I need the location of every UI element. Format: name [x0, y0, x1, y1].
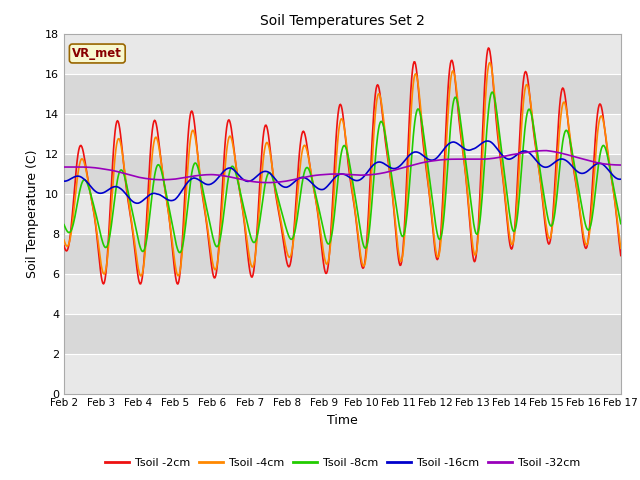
- Line: Tsoil -4cm: Tsoil -4cm: [64, 62, 621, 276]
- Tsoil -16cm: [411, 149, 419, 155]
- Tsoil -32cm: [411, 162, 419, 168]
- Tsoil -2cm: [214, 253, 222, 259]
- Bar: [64, 274, 621, 313]
- Line: Tsoil -32cm: Tsoil -32cm: [64, 151, 621, 182]
- Tsoil -8cm: [411, 119, 419, 125]
- Tsoil -8cm: [488, 89, 496, 95]
- Tsoil -16cm: [185, 179, 193, 184]
- Tsoil -4cm: [137, 273, 145, 279]
- Tsoil -8cm: [428, 187, 435, 193]
- Title: Soil Temperatures Set 2: Soil Temperatures Set 2: [260, 14, 425, 28]
- Tsoil -8cm: [127, 204, 135, 210]
- Tsoil -2cm: [617, 252, 625, 258]
- Line: Tsoil -16cm: Tsoil -16cm: [64, 141, 621, 203]
- X-axis label: Time: Time: [327, 414, 358, 427]
- Tsoil -8cm: [185, 194, 193, 200]
- Tsoil -16cm: [484, 138, 492, 144]
- Tsoil -32cm: [60, 164, 68, 170]
- Tsoil -32cm: [70, 164, 78, 170]
- Text: VR_met: VR_met: [72, 47, 122, 60]
- Tsoil -2cm: [174, 281, 182, 287]
- Tsoil -16cm: [214, 175, 222, 181]
- Tsoil -2cm: [185, 126, 193, 132]
- Tsoil -4cm: [70, 205, 78, 211]
- Tsoil -32cm: [127, 172, 135, 178]
- Tsoil -32cm: [214, 172, 221, 178]
- Tsoil -32cm: [264, 180, 271, 185]
- Tsoil -32cm: [617, 162, 625, 168]
- Tsoil -4cm: [411, 72, 419, 78]
- Tsoil -8cm: [617, 221, 625, 227]
- Tsoil -16cm: [428, 157, 435, 163]
- Tsoil -2cm: [60, 243, 68, 249]
- Tsoil -2cm: [127, 219, 135, 225]
- Legend: Tsoil -2cm, Tsoil -4cm, Tsoil -8cm, Tsoil -16cm, Tsoil -32cm: Tsoil -2cm, Tsoil -4cm, Tsoil -8cm, Tsoi…: [100, 453, 585, 472]
- Bar: [64, 193, 621, 234]
- Bar: [64, 73, 621, 114]
- Tsoil -2cm: [484, 45, 492, 51]
- Tsoil -8cm: [60, 222, 68, 228]
- Bar: [64, 234, 621, 274]
- Tsoil -16cm: [617, 176, 625, 182]
- Tsoil -16cm: [70, 174, 78, 180]
- Bar: [64, 34, 621, 73]
- Line: Tsoil -8cm: Tsoil -8cm: [64, 92, 621, 252]
- Tsoil -16cm: [127, 197, 135, 203]
- Tsoil -4cm: [60, 237, 68, 243]
- Tsoil -2cm: [411, 59, 419, 65]
- Tsoil -2cm: [428, 208, 435, 214]
- Tsoil -4cm: [185, 154, 193, 159]
- Tsoil -16cm: [134, 200, 141, 206]
- Tsoil -32cm: [543, 148, 550, 154]
- Tsoil -4cm: [214, 255, 222, 261]
- Tsoil -4cm: [428, 205, 435, 211]
- Tsoil -4cm: [617, 245, 625, 251]
- Line: Tsoil -2cm: Tsoil -2cm: [64, 48, 621, 284]
- Tsoil -32cm: [184, 174, 192, 180]
- Bar: [64, 354, 621, 394]
- Y-axis label: Soil Temperature (C): Soil Temperature (C): [26, 149, 40, 278]
- Tsoil -8cm: [175, 250, 183, 255]
- Tsoil -8cm: [70, 218, 78, 224]
- Bar: [64, 154, 621, 193]
- Tsoil -4cm: [127, 217, 135, 223]
- Tsoil -16cm: [60, 178, 68, 184]
- Tsoil -2cm: [70, 191, 78, 197]
- Tsoil -32cm: [428, 158, 435, 164]
- Bar: [64, 114, 621, 154]
- Tsoil -8cm: [214, 243, 222, 249]
- Bar: [64, 313, 621, 354]
- Tsoil -4cm: [486, 60, 494, 65]
